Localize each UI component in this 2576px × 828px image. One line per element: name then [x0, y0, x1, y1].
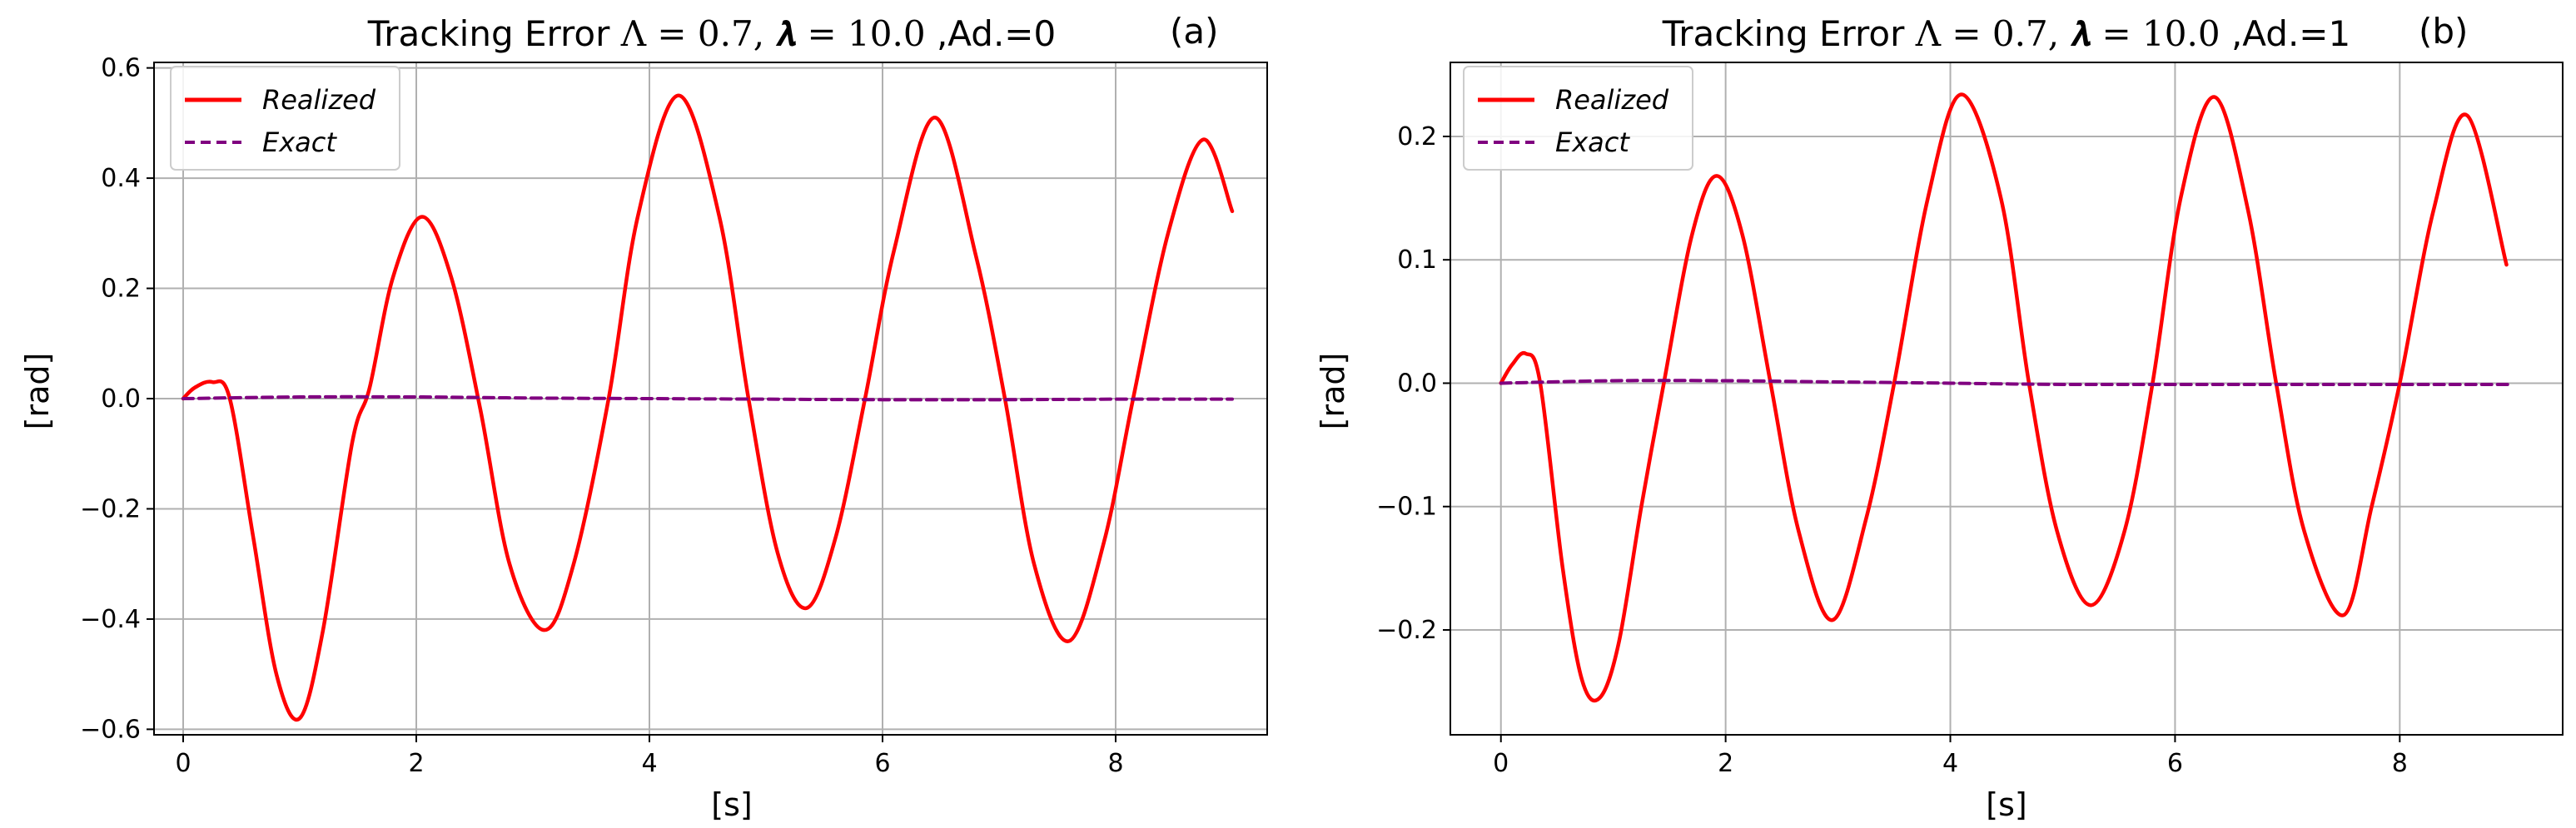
x-tick-label-a: 6 — [874, 749, 890, 778]
y-tick-label-a: 0.2 — [101, 275, 141, 304]
legend-label-exact-a: Exact — [262, 126, 337, 158]
y-axis-label-a: [rad] — [19, 353, 56, 430]
x-tick-label-a: 0 — [175, 749, 191, 778]
y-tick-label-a: −0.4 — [80, 605, 141, 634]
title-math-a: Λ = 0.7, 𝝀 = 10.0 — [620, 13, 926, 54]
legend-a: Realized Exact — [170, 66, 400, 171]
x-tick-label-a: 4 — [641, 749, 657, 778]
legend-label-exact-b: Exact — [1555, 126, 1630, 158]
y-tick-label-b: −0.2 — [1376, 616, 1437, 645]
legend-label-realized-b: Realized — [1555, 84, 1669, 116]
y-tick-label-a: 0.6 — [101, 54, 141, 83]
y-tick-label-a: −0.6 — [80, 715, 141, 744]
y-tick-label-b: 0.1 — [1397, 245, 1437, 275]
title-prefix-a: Tracking Error — [367, 13, 621, 54]
y-ticks-a: −0.6 −0.4 −0.2 0.0 0.2 0.4 0.6 — [80, 54, 154, 744]
x-ticks-a: 0 2 4 6 8 — [175, 735, 1124, 778]
x-ticks-b: 0 2 4 6 8 — [1493, 735, 2408, 778]
title-suffix-a: ,Ad.=0 — [937, 13, 1056, 54]
panel-label-b: (b) — [2419, 11, 2468, 52]
series-group-a — [181, 93, 1235, 722]
title-math-b: Λ = 0.7, 𝝀 = 10.0 — [1915, 13, 2220, 54]
y-tick-label-b: 0.2 — [1397, 122, 1437, 151]
y-tick-label-b: 0.0 — [1397, 369, 1437, 398]
legend-b: Realized Exact — [1463, 66, 1693, 171]
x-tick-label-b: 2 — [1718, 749, 1733, 778]
series-line-realized-b — [1499, 92, 2509, 703]
y-tick-label-b: −0.1 — [1376, 493, 1437, 522]
chart-panel-a: 0 2 4 6 8 −0.6 −0.4 −0.2 0.0 0.2 0.4 0.6 Tracking … — [19, 11, 1268, 823]
x-tick-label-b: 8 — [2392, 749, 2408, 778]
x-axis-label-a: [s] — [711, 786, 752, 823]
y-axis-label-b: [rad] — [1315, 353, 1351, 430]
series-line-exact-a — [182, 394, 1234, 402]
series-line-exact-b — [1499, 379, 2514, 387]
panel-label-a: (a) — [1170, 11, 1219, 52]
x-tick-label-b: 4 — [1942, 749, 1958, 778]
grid-b — [1450, 62, 2563, 735]
y-tick-label-a: −0.2 — [80, 494, 141, 523]
y-tick-label-a: 0.4 — [101, 164, 141, 193]
x-tick-label-a: 2 — [408, 749, 424, 778]
x-tick-label-b: 0 — [1493, 749, 1509, 778]
x-axis-label-b: [s] — [1986, 786, 2026, 823]
y-tick-label-a: 0.0 — [101, 384, 141, 414]
x-tick-label-a: 8 — [1107, 749, 1123, 778]
chart-panel-b: 0 2 4 6 8 −0.2 −0.1 0.0 0.1 0.2 Tracking Error Λ… — [1315, 11, 2564, 823]
y-ticks-b: −0.2 −0.1 0.0 0.1 0.2 — [1376, 122, 1450, 645]
title-suffix-b: ,Ad.=1 — [2231, 13, 2350, 54]
legend-box-b — [1463, 66, 1693, 171]
chart-title-a: Tracking Error Λ = 0.7, 𝝀 = 10.0 ,Ad.=0 — [367, 13, 1056, 54]
title-prefix-b: Tracking Error — [1662, 13, 1916, 54]
chart-title-b: Tracking Error Λ = 0.7, 𝝀 = 10.0 ,Ad.=1 — [1662, 13, 2350, 54]
plot-frame-b — [1450, 62, 2564, 736]
series-group-b — [1499, 92, 2514, 703]
legend-box-a — [170, 66, 400, 171]
x-tick-label-b: 6 — [2167, 749, 2183, 778]
series-line-realized-a — [181, 93, 1235, 722]
legend-label-realized-a: Realized — [262, 84, 376, 116]
